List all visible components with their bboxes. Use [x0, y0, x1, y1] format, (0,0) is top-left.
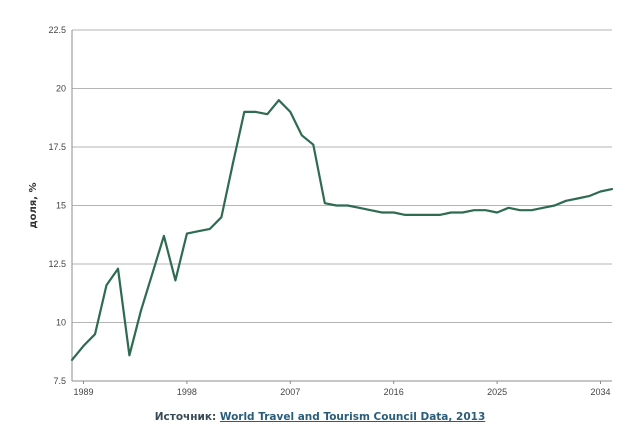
y-tick-label: 10 — [56, 318, 66, 328]
y-tick-label: 20 — [56, 84, 66, 94]
x-tick-label: 1998 — [177, 387, 197, 397]
series-line — [70, 99, 614, 361]
x-tick-label: 2025 — [487, 387, 507, 397]
y-tick-labels: 7.5 10 12.5 15 17.5 20 22.5 — [48, 25, 66, 386]
grid-lines — [72, 29, 612, 382]
source-link[interactable]: World Travel and Tourism Council Data, 2… — [219, 411, 486, 423]
y-tick-label: 17.5 — [48, 142, 66, 152]
y-tick-label: 15 — [56, 201, 66, 211]
x-tick-label: 2034 — [590, 387, 610, 397]
x-tick-labels: 1989 1998 2007 2016 2025 2034 — [73, 387, 610, 397]
x-tick-label: 2007 — [280, 387, 300, 397]
y-tick-label: 7.5 — [53, 376, 66, 386]
axes — [71, 30, 612, 384]
x-tick-label: 2016 — [384, 387, 404, 397]
source-caption: Источник: World Travel and Tourism Counc… — [0, 411, 640, 423]
y-tick-label: 12.5 — [48, 259, 66, 269]
y-tick-label: 22.5 — [48, 25, 66, 35]
x-tick-label: 1989 — [73, 387, 93, 397]
y-axis-label: доля, % — [28, 183, 39, 229]
source-prefix: Источник: — [154, 411, 220, 423]
series-layer — [70, 99, 614, 361]
